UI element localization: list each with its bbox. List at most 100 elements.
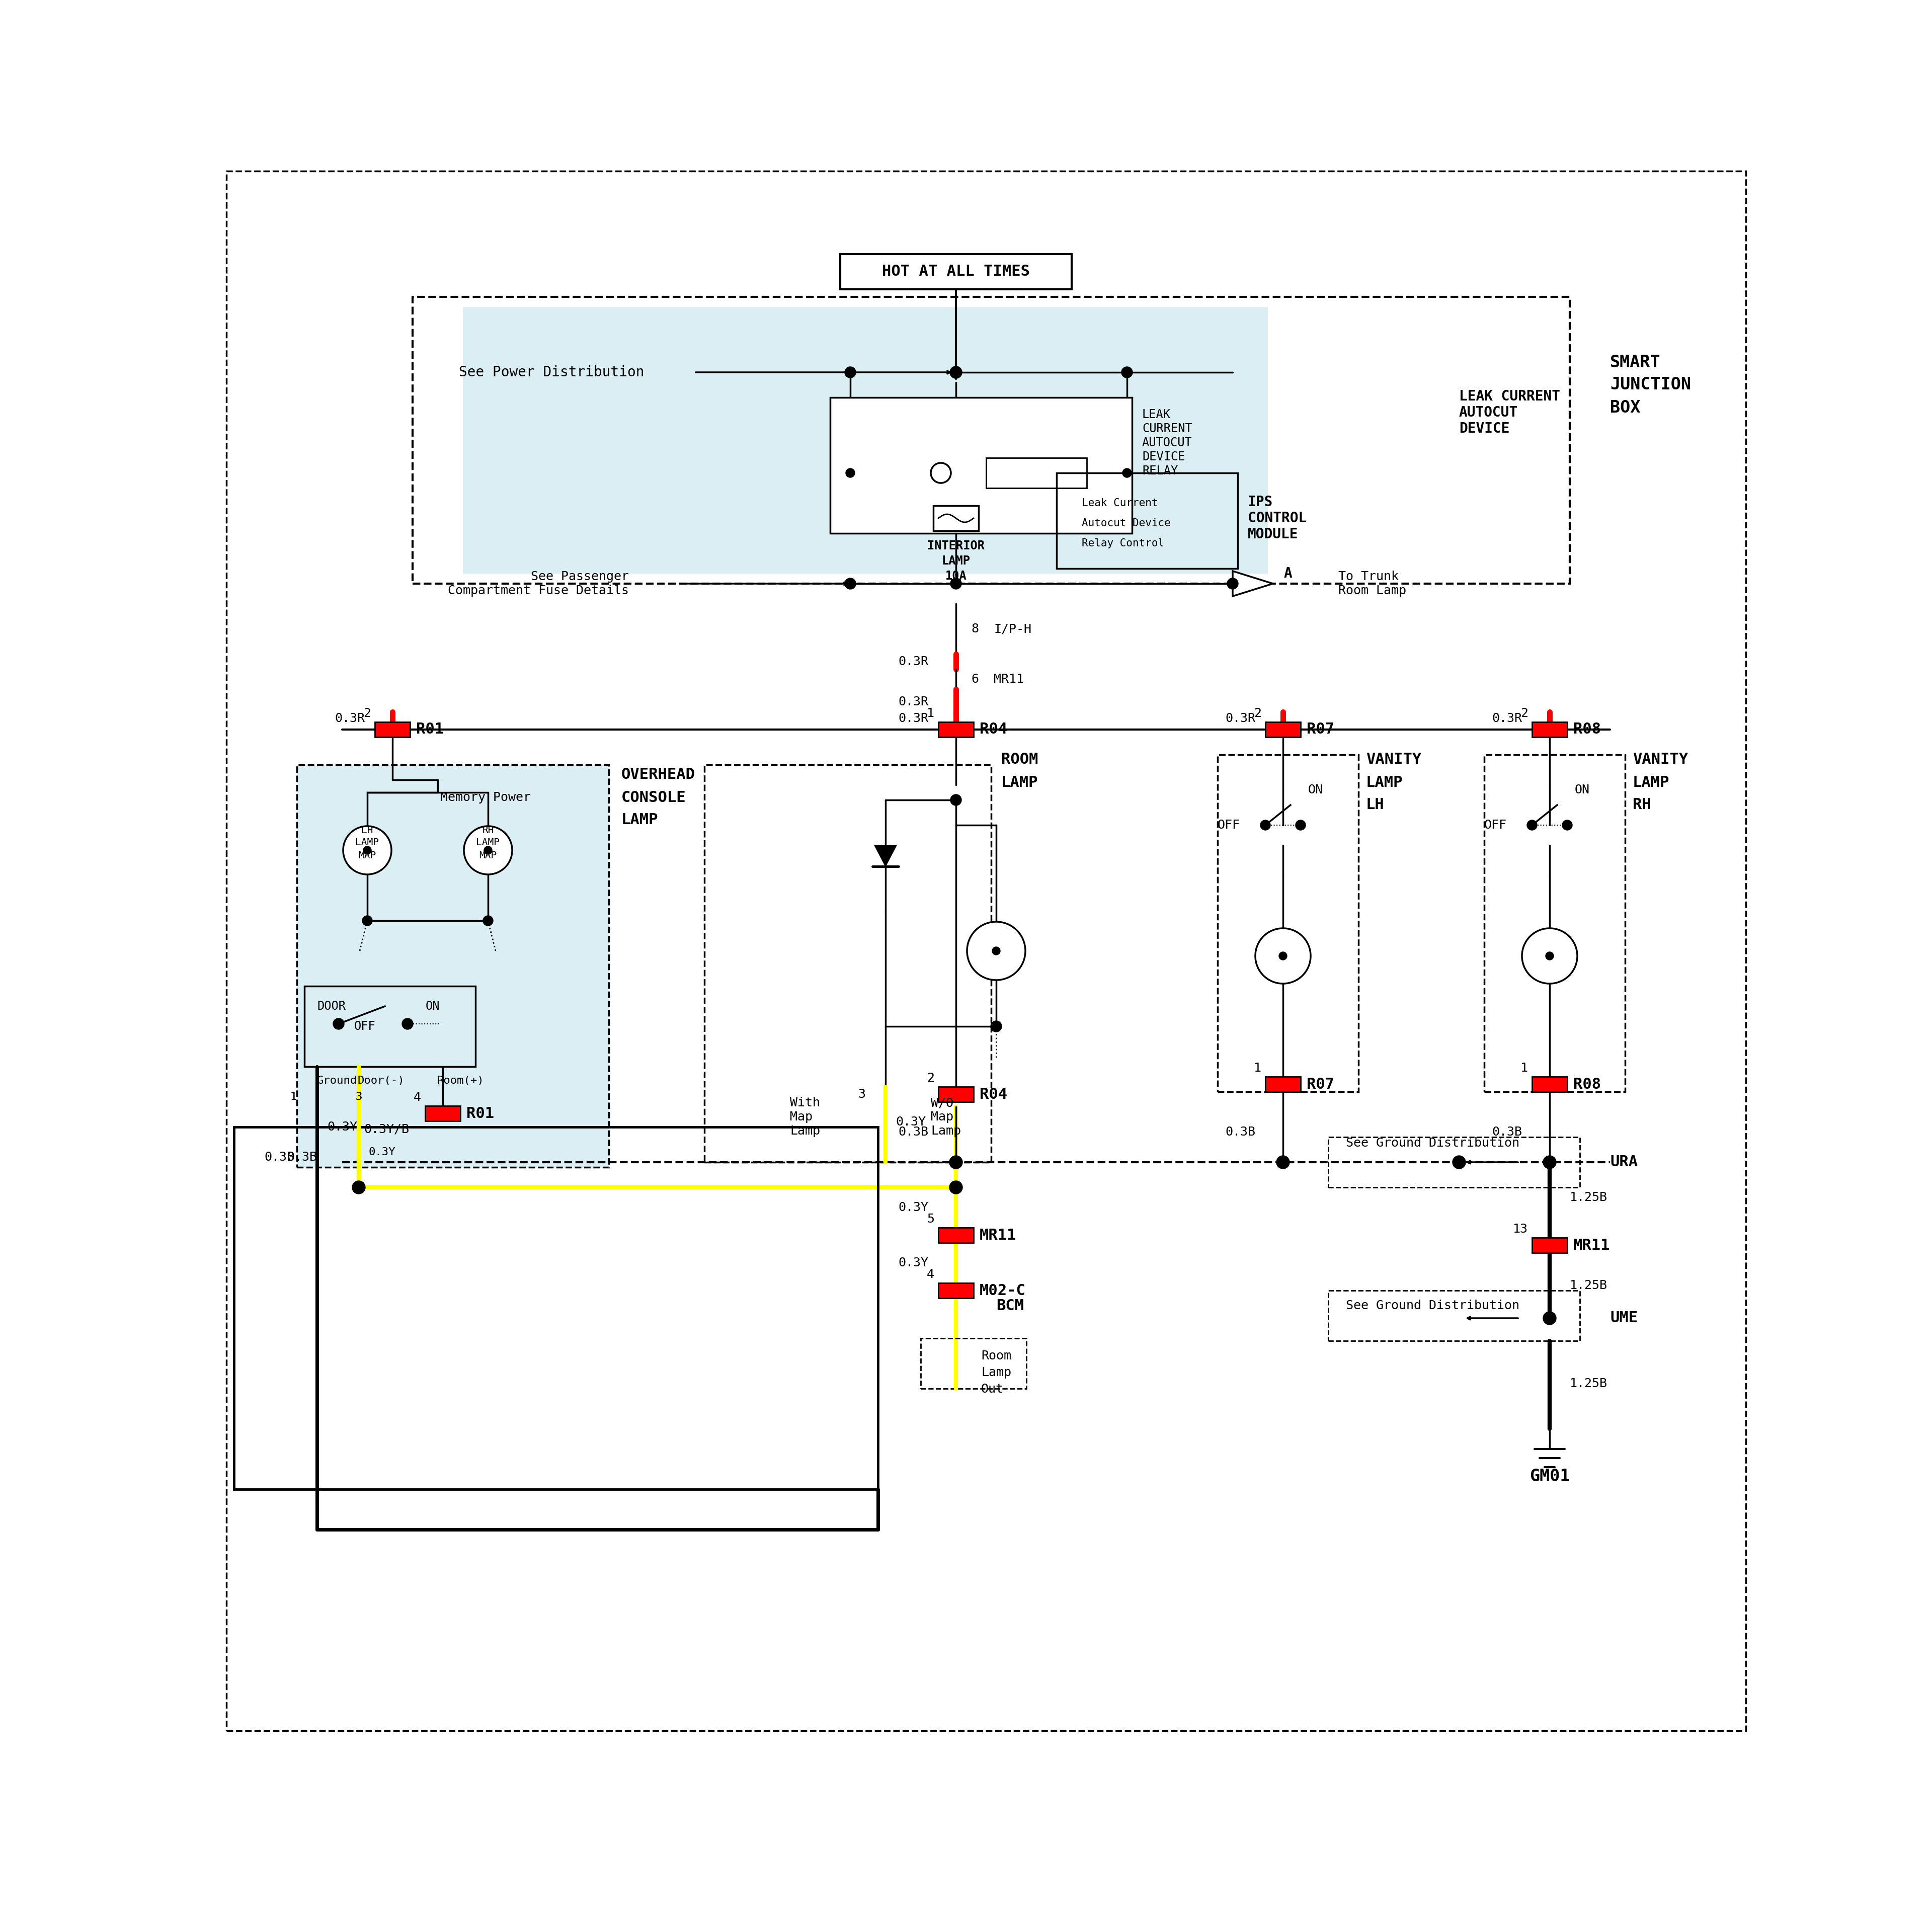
Bar: [939, 1283, 974, 1298]
Bar: [1484, 755, 1625, 1092]
Bar: [1057, 473, 1238, 568]
Text: CONSOLE: CONSOLE: [622, 790, 686, 806]
Text: MR11: MR11: [1573, 1238, 1609, 1252]
Circle shape: [1544, 1155, 1555, 1169]
Polygon shape: [1233, 572, 1273, 597]
Text: Door(-): Door(-): [357, 1076, 404, 1086]
Text: Lamp: Lamp: [981, 1366, 1010, 1379]
Text: Relay Control: Relay Control: [1082, 539, 1165, 549]
Text: RH: RH: [1633, 798, 1652, 811]
Text: 4: 4: [927, 1269, 935, 1281]
Bar: [840, 255, 1072, 290]
Bar: [413, 298, 1569, 583]
Circle shape: [363, 916, 373, 925]
Text: OFF: OFF: [1484, 819, 1507, 831]
Bar: [1265, 1076, 1300, 1092]
Text: BOX: BOX: [1609, 400, 1640, 415]
Circle shape: [993, 947, 1001, 954]
Bar: [1532, 1238, 1567, 1252]
Text: VANITY: VANITY: [1633, 752, 1689, 767]
Text: 1: 1: [290, 1092, 298, 1101]
Text: 0.3Y: 0.3Y: [898, 1258, 927, 1269]
Text: 0.3Y: 0.3Y: [896, 1117, 925, 1128]
Text: LEAK
CURRENT
AUTOCUT
DEVICE
RELAY: LEAK CURRENT AUTOCUT DEVICE RELAY: [1142, 410, 1192, 477]
Circle shape: [1544, 1312, 1555, 1325]
Text: With
Map
Lamp: With Map Lamp: [790, 1097, 819, 1136]
Text: 0.3Y: 0.3Y: [898, 1202, 927, 1213]
Text: OFF: OFF: [354, 1020, 375, 1032]
Circle shape: [363, 846, 371, 854]
Text: 10A: 10A: [945, 570, 966, 582]
Bar: [1532, 1076, 1567, 1092]
Text: 1: 1: [927, 707, 935, 719]
Text: R07: R07: [1306, 723, 1335, 736]
Circle shape: [951, 367, 962, 379]
Text: 0.3R: 0.3R: [898, 713, 927, 725]
Bar: [425, 1105, 460, 1121]
Text: 3: 3: [355, 1092, 361, 1101]
Text: 2: 2: [1520, 707, 1528, 719]
Bar: [705, 765, 991, 1163]
Circle shape: [846, 468, 854, 477]
Text: 1.25B: 1.25B: [1569, 1378, 1607, 1389]
Circle shape: [968, 922, 1026, 980]
Text: Autocut Device: Autocut Device: [1082, 518, 1171, 527]
Bar: [234, 1126, 877, 1490]
Text: LAMP: LAMP: [1633, 775, 1669, 790]
Text: 0.3R: 0.3R: [1492, 713, 1522, 725]
Circle shape: [352, 1180, 365, 1194]
Text: R04: R04: [980, 723, 1007, 736]
Text: 5: 5: [927, 1213, 935, 1225]
Text: LAMP: LAMP: [355, 838, 379, 848]
Text: MR11: MR11: [993, 672, 1024, 686]
Circle shape: [951, 578, 962, 589]
Bar: [922, 1339, 1026, 1389]
Circle shape: [1227, 578, 1238, 589]
Text: I/P-H: I/P-H: [993, 622, 1032, 636]
Bar: [305, 985, 475, 1066]
Text: INTERIOR: INTERIOR: [927, 539, 985, 553]
Text: R08: R08: [1573, 723, 1602, 736]
Text: R07: R07: [1306, 1076, 1335, 1092]
Bar: [1329, 1138, 1580, 1188]
Text: 0.3B: 0.3B: [265, 1151, 294, 1163]
Circle shape: [991, 1020, 1001, 1032]
Text: W/O
Map
Lamp: W/O Map Lamp: [931, 1097, 960, 1136]
Text: R01: R01: [466, 1107, 495, 1121]
Text: M02-C: M02-C: [980, 1283, 1026, 1298]
Text: ON: ON: [1575, 784, 1590, 796]
Circle shape: [844, 367, 856, 379]
Text: LEAK CURRENT
AUTOCUT
DEVICE: LEAK CURRENT AUTOCUT DEVICE: [1459, 388, 1561, 437]
Bar: [375, 723, 410, 738]
Bar: [939, 723, 974, 738]
Circle shape: [485, 846, 493, 854]
Text: 2: 2: [363, 707, 371, 719]
Circle shape: [951, 794, 962, 806]
Polygon shape: [875, 846, 896, 866]
Text: RH: RH: [483, 825, 495, 835]
Text: ON: ON: [425, 1001, 440, 1012]
Bar: [464, 307, 1267, 574]
Circle shape: [1277, 1155, 1289, 1169]
Text: DOOR: DOOR: [317, 1001, 346, 1012]
Bar: [1329, 1291, 1580, 1341]
Circle shape: [1256, 927, 1310, 983]
Text: MR11: MR11: [980, 1229, 1016, 1242]
Text: 0.3Y: 0.3Y: [369, 1148, 396, 1157]
Circle shape: [1526, 819, 1538, 831]
Text: See Power Distribution: See Power Distribution: [458, 365, 643, 379]
Bar: [831, 398, 1132, 533]
Circle shape: [464, 827, 512, 875]
Text: 1: 1: [1520, 1063, 1528, 1074]
Circle shape: [344, 827, 392, 875]
Text: 1: 1: [290, 1092, 298, 1101]
Text: 8: 8: [972, 622, 980, 636]
Text: 1.25B: 1.25B: [1569, 1192, 1607, 1204]
Circle shape: [332, 1018, 344, 1030]
Circle shape: [1522, 927, 1577, 983]
Text: LH: LH: [1366, 798, 1385, 811]
Text: 4: 4: [413, 1092, 421, 1103]
Text: OFF: OFF: [1217, 819, 1240, 831]
Text: 0.3B: 0.3B: [1225, 1126, 1256, 1138]
Bar: [1532, 723, 1567, 738]
